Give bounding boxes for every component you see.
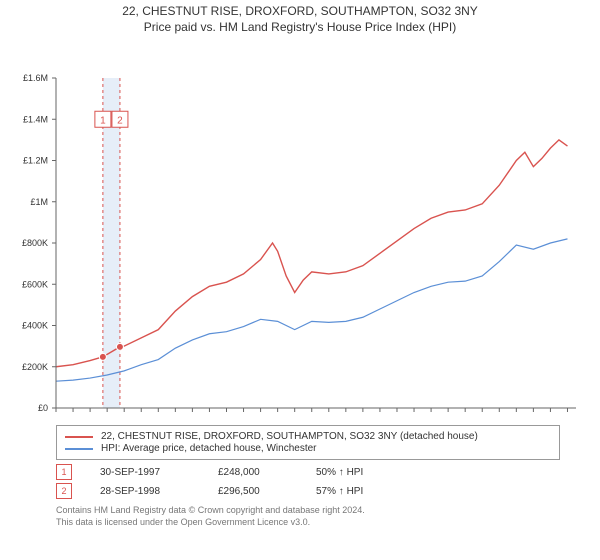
svg-text:2: 2 (117, 115, 123, 126)
svg-text:£1.6M: £1.6M (23, 73, 48, 83)
svg-text:£1.2M: £1.2M (23, 156, 48, 166)
chart-title-line-2: Price paid vs. HM Land Registry's House … (0, 20, 600, 34)
footer: Contains HM Land Registry data © Crown c… (56, 505, 560, 528)
svg-text:£1M: £1M (30, 197, 48, 207)
marker-badge-2: 2 (56, 483, 72, 499)
marker-pct-1: 50% ↑ HPI (316, 467, 363, 478)
footer-line-1: Contains HM Land Registry data © Crown c… (56, 505, 560, 517)
svg-text:£400K: £400K (22, 321, 48, 331)
svg-text:£1.4M: £1.4M (23, 114, 48, 124)
marker-table: 1 30-SEP-1997 £248,000 50% ↑ HPI 2 28-SE… (56, 464, 560, 499)
legend-swatch-1 (65, 436, 93, 438)
legend-row-1: 22, CHESTNUT RISE, DROXFORD, SOUTHAMPTON… (65, 431, 551, 442)
chart-title-line-1: 22, CHESTNUT RISE, DROXFORD, SOUTHAMPTON… (0, 4, 600, 18)
line-chart-svg: £0 £200K £400K £600K £800K £1M £1.2M £1.4M £1.6M… (0, 34, 600, 414)
marker-date-1: 30-SEP-1997 (100, 467, 190, 478)
marker-row-1: 1 30-SEP-1997 £248,000 50% ↑ HPI (56, 464, 560, 480)
chart-area: £0 £200K £400K £600K £800K £1M £1.2M £1.4M £1.6M… (0, 34, 600, 419)
legend-swatch-2 (65, 448, 93, 450)
svg-text:£200K: £200K (22, 362, 48, 372)
marker-pct-2: 57% ↑ HPI (316, 486, 363, 497)
svg-text:£800K: £800K (22, 238, 48, 248)
svg-text:£600K: £600K (22, 279, 48, 289)
legend-row-2: HPI: Average price, detached house, Winc… (65, 443, 551, 454)
svg-text:£0: £0 (38, 403, 48, 413)
legend-label-1: 22, CHESTNUT RISE, DROXFORD, SOUTHAMPTON… (101, 431, 478, 442)
marker-price-2: £296,500 (218, 486, 288, 497)
marker-badge-1: 1 (56, 464, 72, 480)
footer-line-2: This data is licensed under the Open Gov… (56, 517, 560, 529)
marker-date-2: 28-SEP-1998 (100, 486, 190, 497)
svg-text:1: 1 (100, 115, 106, 126)
marker-row-2: 2 28-SEP-1998 £296,500 57% ↑ HPI (56, 483, 560, 499)
marker-price-1: £248,000 (218, 467, 288, 478)
legend: 22, CHESTNUT RISE, DROXFORD, SOUTHAMPTON… (56, 425, 560, 460)
legend-label-2: HPI: Average price, detached house, Winc… (101, 443, 317, 454)
